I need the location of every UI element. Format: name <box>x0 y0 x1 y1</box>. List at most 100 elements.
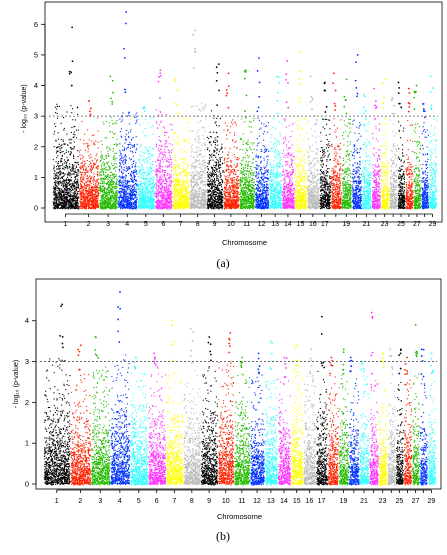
snp-point <box>111 131 113 133</box>
snp-point <box>122 200 124 202</box>
snp-point <box>77 161 79 163</box>
snp-point <box>96 189 98 191</box>
snp-point <box>170 151 172 153</box>
snp-point <box>65 181 68 184</box>
snp-point <box>75 201 77 203</box>
snp-point <box>116 203 118 205</box>
snp-point <box>173 197 175 199</box>
snp-point <box>90 156 92 158</box>
snp-point <box>120 170 122 172</box>
snp-point <box>159 72 162 75</box>
snp-point <box>148 179 150 181</box>
snp-point <box>92 180 94 182</box>
snp-point <box>148 146 150 148</box>
snp-point <box>52 201 54 203</box>
snp-point <box>118 184 120 187</box>
snp-point <box>101 196 103 198</box>
snp-point <box>143 208 146 210</box>
snp-point <box>63 195 65 197</box>
snp-point <box>96 181 98 183</box>
snp-point <box>75 137 78 139</box>
snp-point <box>140 205 142 207</box>
snp-point <box>60 195 62 197</box>
snp-point <box>139 166 141 168</box>
snp-point <box>57 193 59 195</box>
snp-point <box>102 171 104 173</box>
snp-point <box>81 155 83 157</box>
snp-point <box>174 178 176 180</box>
snp-point <box>155 192 157 194</box>
snp-point <box>139 198 141 200</box>
snp-point <box>58 191 60 193</box>
snp-point <box>187 185 189 187</box>
snp-point <box>100 185 102 187</box>
snp-point <box>185 189 187 191</box>
snp-point <box>80 190 82 192</box>
snp-point <box>149 201 152 204</box>
snp-point <box>92 201 94 203</box>
snp-point <box>117 196 119 198</box>
snp-point <box>177 207 179 209</box>
snp-point <box>141 191 143 193</box>
snp-point <box>103 165 105 167</box>
snp-point <box>109 177 111 179</box>
snp-point <box>182 195 184 197</box>
snp-point <box>138 206 140 208</box>
snp-point <box>150 191 153 193</box>
snp-point <box>122 186 124 188</box>
snp-point <box>120 208 122 210</box>
snp-point <box>127 146 129 148</box>
snp-point <box>138 192 140 194</box>
snp-point <box>102 169 104 171</box>
snp-point <box>180 203 182 205</box>
snp-point <box>123 195 125 197</box>
snp-point <box>119 194 121 196</box>
snp-point <box>84 205 86 208</box>
snp-point <box>146 205 148 208</box>
snp-point <box>81 185 83 187</box>
snp-point <box>124 154 126 157</box>
snp-point <box>122 182 124 184</box>
snp-point <box>75 166 77 168</box>
snp-point <box>186 203 188 205</box>
snp-point <box>144 197 146 199</box>
snp-point <box>160 179 162 181</box>
snp-point <box>92 206 94 208</box>
snp-point <box>116 178 118 181</box>
snp-point <box>175 207 177 210</box>
snp-point <box>127 195 129 197</box>
snp-point <box>153 183 155 185</box>
snp-point <box>63 175 65 177</box>
snp-point <box>160 199 162 201</box>
snp-point <box>190 202 192 204</box>
snp-point <box>124 201 126 203</box>
snp-point <box>174 200 176 202</box>
snp-point <box>81 186 83 188</box>
snp-point <box>175 188 178 191</box>
snp-point <box>161 200 163 202</box>
snp-point <box>167 196 169 199</box>
snp-point <box>146 188 148 190</box>
snp-point <box>149 190 151 193</box>
snp-point <box>53 198 55 200</box>
snp-point <box>79 139 81 141</box>
snp-point <box>155 144 158 146</box>
snp-point <box>155 183 157 185</box>
snp-point <box>161 204 163 206</box>
snp-point <box>182 169 184 172</box>
snp-point <box>105 176 108 179</box>
snp-point <box>162 196 164 199</box>
snp-point <box>80 179 82 181</box>
snp-point <box>162 198 164 200</box>
snp-point <box>76 202 78 205</box>
snp-point <box>169 197 171 199</box>
snp-point <box>56 197 58 199</box>
snp-point <box>167 197 169 200</box>
snp-point <box>164 177 167 180</box>
snp-point <box>83 199 85 201</box>
snp-point <box>166 207 168 209</box>
snp-point <box>57 162 59 164</box>
snp-point <box>182 201 184 203</box>
snp-point <box>74 195 76 197</box>
snp-point <box>177 140 179 142</box>
